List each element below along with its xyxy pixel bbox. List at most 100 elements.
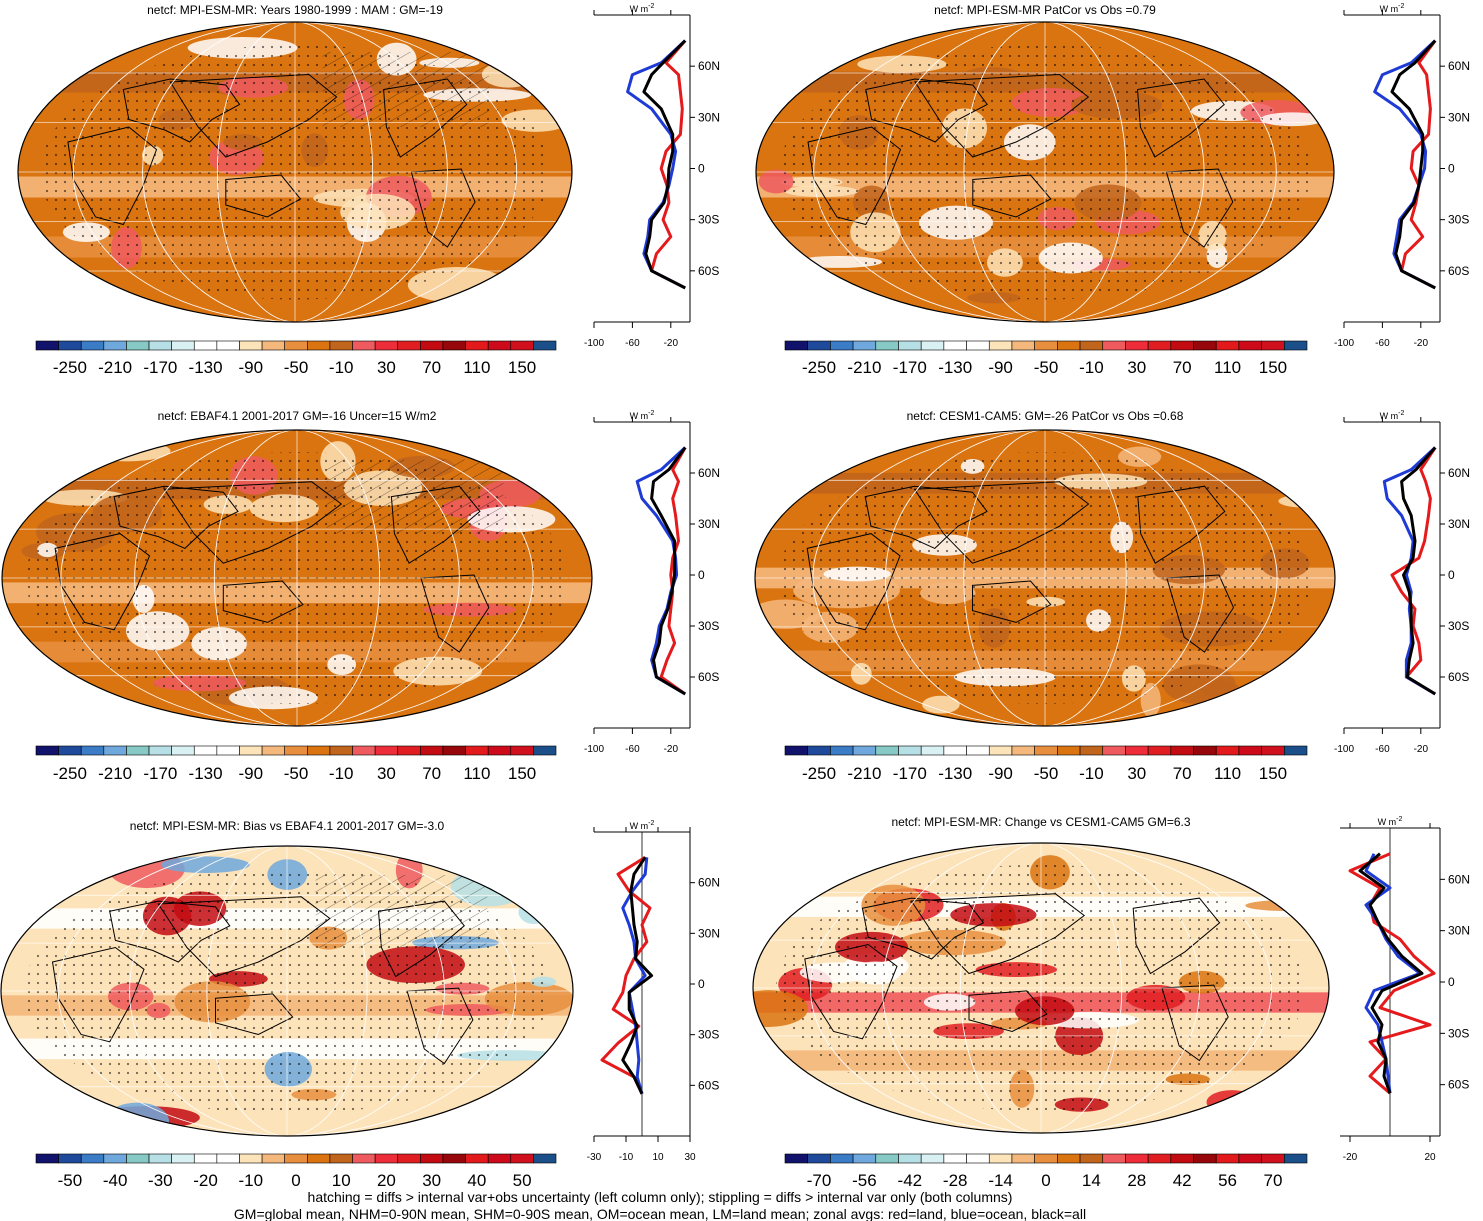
field-blob: [1278, 494, 1327, 508]
colorbar-swatch: [35, 1153, 59, 1164]
colorbar-swatch: [352, 1153, 376, 1164]
coastline: [54, 533, 151, 631]
map-outline: [0, 845, 574, 1137]
colorbar-swatch: [1034, 1153, 1058, 1164]
colorbar-swatch: [284, 745, 308, 756]
panel-2: netcf: MPI-ESM-MR PatCor vs Obs =0.79 W m…: [755, 3, 1470, 349]
colorbar-label: -90: [238, 358, 263, 377]
colorbar-label: 40: [467, 1171, 486, 1190]
colorbar-label: 70: [1173, 764, 1192, 783]
coastline: [390, 485, 481, 564]
panel-3: netcf: EBAF4.1 2001-2017 GM=-16 Uncer=15…: [1, 409, 720, 755]
colorbar-swatch: [193, 1153, 218, 1164]
colorbar-swatch: [420, 745, 444, 756]
colorbar-swatch: [261, 745, 285, 756]
colorbar-label: 42: [1173, 1171, 1192, 1190]
colorbar-label: -40: [103, 1171, 128, 1190]
colorbar-swatch: [1057, 340, 1081, 351]
coastline: [383, 78, 468, 158]
colorbar-label: 28: [1127, 1171, 1146, 1190]
colorbar-swatch: [830, 340, 854, 351]
colorbar-swatch: [1215, 1153, 1240, 1164]
colorbar-swatch: [103, 745, 127, 756]
lat-label: 60S: [698, 264, 719, 278]
profile-unit: W m-2: [630, 820, 655, 831]
colorbar-4: -250 -210 -170 -130 -90 -50 -10 30 70 110 150: [784, 745, 1308, 783]
field-blob: [755, 441, 824, 452]
colorbar-swatch: [784, 1153, 808, 1164]
colorbar-swatch: [126, 1153, 150, 1164]
coastline: [51, 946, 145, 1043]
meridian: [129, 846, 445, 1136]
colorbar-swatch: [307, 340, 331, 351]
zonal-series-0: [1400, 39, 1437, 290]
colorbar-label: -90: [988, 764, 1013, 783]
colorbar-swatch: [1238, 745, 1262, 756]
colorbar-label: 50: [513, 1171, 532, 1190]
colorbar-label: -50: [1034, 764, 1059, 783]
zonal-series-2: [1358, 852, 1424, 1094]
lat-label: 60N: [1448, 59, 1470, 73]
meridian: [57, 846, 517, 1136]
colorbar-label: -50: [58, 1171, 83, 1190]
colorbar-label: 30: [422, 1171, 441, 1190]
coastline: [222, 580, 304, 623]
coastline: [914, 73, 1090, 158]
colorbar-label: -70: [807, 1171, 832, 1190]
colorbar-label: 30: [1127, 358, 1146, 377]
meridian: [206, 846, 368, 1136]
colorbar-label: -130: [938, 358, 972, 377]
lat-label: 60S: [1448, 670, 1469, 684]
panel-4: netcf: CESM1-CAM5: GM=-26 PatCor vs Obs …: [754, 409, 1470, 755]
colorbar-swatch: [329, 1153, 353, 1164]
colorbar-swatch: [261, 1153, 285, 1164]
colorbar-swatch: [1238, 340, 1262, 351]
colorbar-label: -28: [943, 1171, 968, 1190]
colorbar-swatch: [1011, 340, 1035, 351]
coastline: [1165, 168, 1234, 248]
colorbar-label: -90: [238, 764, 263, 783]
field-blob: [31, 873, 56, 909]
colorbar-swatch: [510, 745, 534, 756]
colorbar-swatch: [103, 340, 127, 351]
colorbar-label: -10: [238, 1171, 263, 1190]
colorbar-swatch: [1057, 745, 1081, 756]
colorbar-swatch: [1102, 745, 1126, 756]
colorbar-swatch: [1215, 340, 1240, 351]
colorbar-swatch: [374, 1153, 399, 1164]
colorbar-swatch: [1170, 1153, 1194, 1164]
panel-title: netcf: MPI-ESM-MR PatCor vs Obs =0.79: [934, 3, 1156, 17]
colorbar-swatch: [920, 1153, 945, 1164]
meridian: [959, 843, 1123, 1133]
colorbar-swatch: [1261, 340, 1285, 351]
colorbar-swatch: [487, 745, 512, 756]
colorbar-label: 0: [1041, 1171, 1050, 1190]
colorbar-swatch: [103, 1153, 127, 1164]
colorbar-swatch: [216, 340, 240, 351]
zonal-series-1: [1373, 39, 1437, 290]
zonal-series-0: [650, 39, 687, 290]
colorbar-swatch: [148, 1153, 172, 1164]
coastline: [806, 533, 901, 631]
colorbar-swatch: [1125, 745, 1149, 756]
coastline: [157, 896, 331, 978]
colorbar-swatch: [966, 1153, 990, 1164]
colorbar-swatch: [920, 340, 945, 351]
field-blob: [160, 856, 250, 874]
zonal-series-0: [600, 856, 652, 1095]
lat-label: 60N: [1448, 466, 1470, 480]
zonal-series-1: [626, 39, 687, 290]
profile-unit: W m-2: [1380, 3, 1405, 14]
zonal-profile: W m-2 60N 30N 0 30S 60S -20 20: [1340, 816, 1470, 1163]
colorbar-label: 110: [1214, 358, 1241, 377]
x-tick-label: -60: [625, 744, 640, 755]
colorbar-label: -50: [284, 358, 309, 377]
colorbar-swatch: [420, 1153, 444, 1164]
zonal-series-1: [1364, 853, 1422, 1094]
colorbar-swatch: [216, 745, 240, 756]
lat-label: 30S: [698, 213, 719, 227]
field-blob: [1245, 900, 1324, 912]
colorbar-swatch: [1261, 745, 1285, 756]
lat-label: 0: [1448, 162, 1455, 176]
